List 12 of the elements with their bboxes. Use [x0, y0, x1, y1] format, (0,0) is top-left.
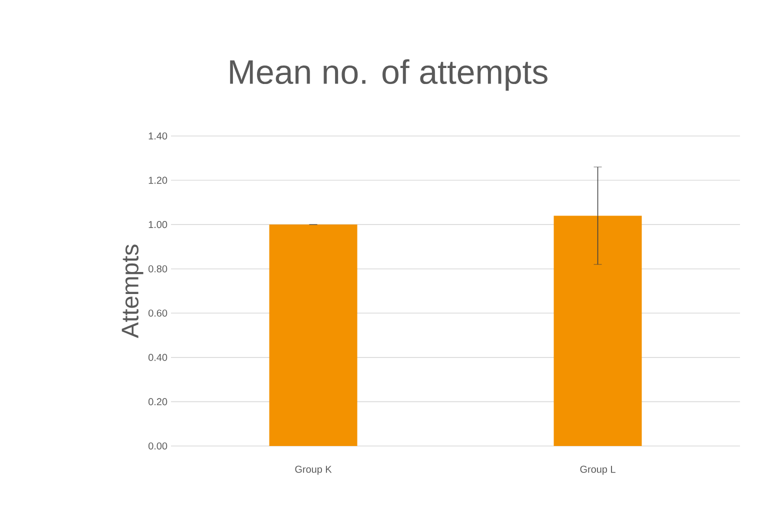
chart-title: Mean no. of attempts: [230, 59, 548, 91]
y-tick-label: 0.00: [148, 442, 168, 450]
y-tick-label: 0.60: [148, 310, 168, 317]
y-axis-title: Attempts: [122, 244, 144, 338]
y-tick-label: 1.20: [148, 176, 168, 184]
y-tick-label: 1.40: [148, 132, 168, 140]
y-tick-label: 0.20: [148, 398, 168, 406]
x-tick-label: Group L: [580, 466, 616, 475]
y-tick-label: 0.80: [148, 265, 168, 272]
x-tick-label: Group K: [295, 466, 332, 475]
y-tick-label: 0.40: [148, 354, 168, 361]
y-tick-label: 1.00: [148, 221, 168, 228]
